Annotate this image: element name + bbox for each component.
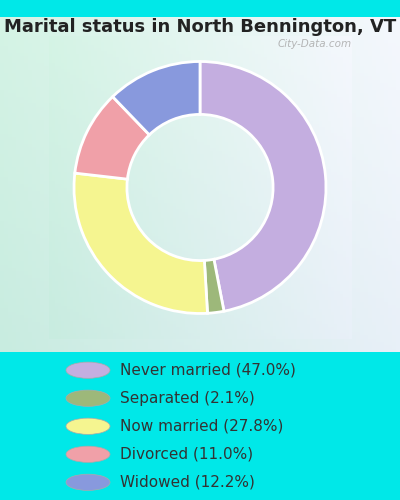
Text: Widowed (12.2%): Widowed (12.2%) [120,475,255,490]
Wedge shape [74,173,208,314]
Text: Now married (27.8%): Now married (27.8%) [120,419,283,434]
Circle shape [66,362,110,378]
Text: Separated (2.1%): Separated (2.1%) [120,390,255,406]
Circle shape [66,446,110,462]
Wedge shape [75,96,149,179]
Circle shape [66,390,110,406]
Text: Never married (47.0%): Never married (47.0%) [120,362,296,378]
Wedge shape [200,62,326,311]
Text: City-Data.com: City-Data.com [277,40,351,50]
Circle shape [66,418,110,434]
Wedge shape [113,62,200,135]
Text: Divorced (11.0%): Divorced (11.0%) [120,447,253,462]
Wedge shape [204,259,224,314]
Circle shape [66,474,110,490]
Text: Marital status in North Bennington, VT: Marital status in North Bennington, VT [4,18,396,36]
